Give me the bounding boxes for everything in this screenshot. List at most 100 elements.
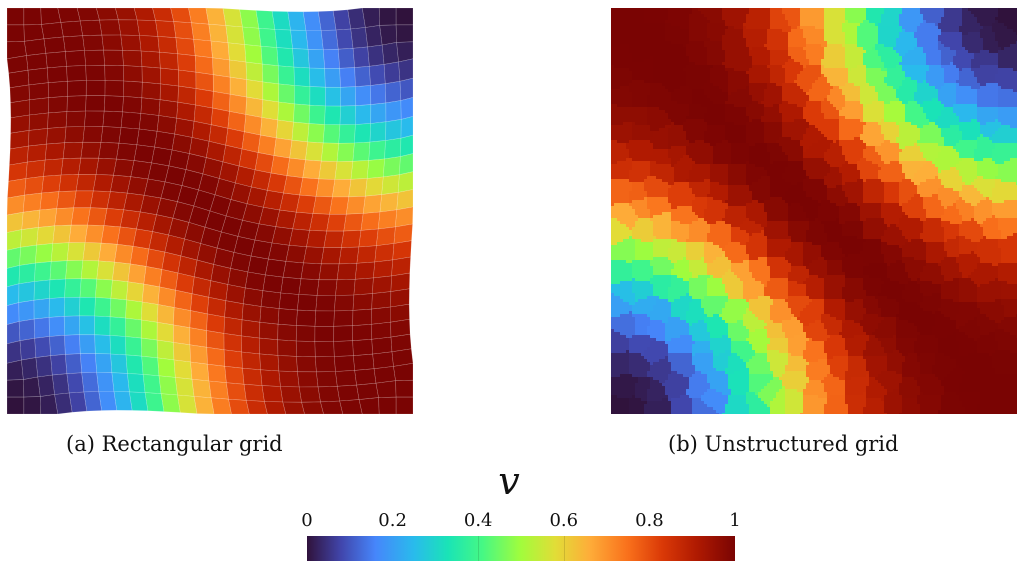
mesh-cell: [746, 245, 768, 249]
mesh-cell: [785, 365, 807, 369]
mesh-cell: [977, 170, 999, 174]
mesh-cell: [824, 341, 846, 345]
mesh-cell: [938, 152, 960, 156]
mesh-cell: [995, 371, 1017, 375]
mesh-cell: [611, 68, 630, 72]
mesh-cell: [210, 397, 232, 414]
mesh-cell: [977, 113, 999, 117]
mesh-cell: [806, 284, 825, 288]
mesh-cell: [653, 257, 669, 261]
mesh-cell: [941, 290, 960, 294]
mesh-cell: [725, 116, 750, 120]
mesh-cell: [24, 38, 47, 56]
mesh-cell: [902, 68, 930, 72]
mesh-cell: [686, 239, 708, 243]
mesh-cell: [635, 254, 654, 258]
mesh-cell: [908, 281, 918, 285]
mesh-cell: [770, 80, 786, 84]
mesh-cell: [959, 119, 972, 123]
mesh-cell: [749, 329, 756, 333]
mesh-cell: [369, 64, 386, 86]
mesh-cell: [863, 260, 885, 264]
mesh-cell: [671, 158, 681, 162]
mesh-cell: [354, 123, 372, 144]
mesh-cell: [33, 279, 51, 301]
mesh-cell: [692, 338, 711, 342]
mesh-cell: [962, 68, 972, 72]
mesh-cell: [914, 47, 924, 51]
mesh-cell: [896, 50, 909, 54]
mesh-cell: [333, 340, 354, 357]
mesh-cell: [986, 83, 999, 87]
mesh-cell: [653, 293, 669, 297]
mesh-cell: [788, 224, 810, 228]
mesh-cell: [842, 296, 867, 300]
mesh-cell: [899, 317, 918, 321]
mesh-cell: [857, 164, 879, 168]
mesh-cell: [686, 311, 705, 315]
mesh-cell: [824, 296, 843, 300]
mesh-cell: [959, 341, 978, 345]
mesh-cell: [722, 41, 747, 45]
mesh-cell: [66, 65, 87, 82]
mesh-cell: [833, 23, 843, 27]
mesh-cell: [56, 190, 77, 209]
mesh-cell: [725, 215, 747, 219]
mesh-cell: [611, 359, 630, 363]
mesh-cell: [767, 335, 786, 339]
mesh-cell: [830, 146, 843, 150]
mesh-cell: [352, 308, 373, 327]
mesh-cell: [1010, 350, 1017, 354]
mesh-cell: [803, 389, 825, 393]
mesh-cell: [629, 191, 648, 195]
mesh-cell: [785, 152, 804, 156]
mesh-cell: [686, 77, 711, 81]
mesh-cell: [962, 302, 978, 306]
mesh-cell: [788, 221, 810, 225]
mesh-cell: [824, 227, 843, 231]
mesh-cell: [899, 14, 924, 18]
mesh-cell: [827, 263, 843, 267]
mesh-cell: [324, 105, 341, 126]
mesh-cell: [842, 152, 864, 156]
mesh-cell: [767, 146, 783, 150]
mesh-cell: [806, 170, 831, 174]
mesh-cell: [758, 395, 777, 399]
mesh-cell: [923, 227, 945, 231]
mesh-cell: [731, 146, 750, 150]
mesh-cell: [629, 179, 645, 183]
mesh-cell: [208, 23, 229, 44]
mesh-cell: [791, 137, 804, 141]
mesh-cell: [635, 62, 654, 66]
mesh-cell: [815, 218, 819, 222]
mesh-cell: [177, 69, 197, 89]
mesh-cell: [362, 194, 383, 214]
mesh-cell: [980, 134, 984, 138]
mesh-cell: [785, 335, 795, 339]
mesh-cell: [58, 173, 79, 192]
mesh-cell: [728, 242, 741, 246]
mesh-cell: [998, 113, 1017, 117]
mesh-cell: [316, 279, 338, 296]
mesh-cell: [944, 230, 960, 234]
mesh-cell: [845, 83, 855, 87]
mesh-cell: [893, 47, 915, 51]
mesh-cell: [887, 263, 891, 267]
mesh-cell: [300, 262, 322, 281]
mesh-cell: [152, 8, 175, 22]
mesh-cell: [345, 195, 366, 215]
mesh-cell: [728, 398, 747, 402]
mesh-cell: [668, 287, 690, 291]
mesh-cell: [611, 284, 633, 288]
mesh-cell: [96, 372, 115, 392]
mesh-cell: [767, 221, 789, 225]
mesh-cell: [746, 107, 765, 111]
mesh-cell: [962, 185, 975, 189]
mesh-cell: [334, 160, 354, 180]
mesh-cell: [206, 313, 225, 334]
mesh-cell: [992, 191, 1017, 195]
mesh-cell: [689, 332, 711, 336]
mesh-cell: [863, 407, 885, 411]
mesh-cell: [227, 42, 247, 63]
mesh-cell: [995, 119, 999, 123]
